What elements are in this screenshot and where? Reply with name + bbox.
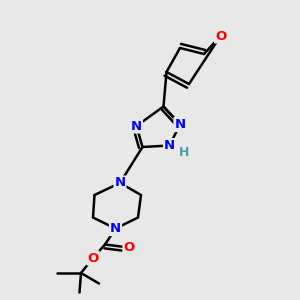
- Text: N: N: [174, 118, 186, 131]
- Text: H: H: [179, 146, 190, 160]
- Text: N: N: [110, 222, 121, 235]
- Text: O: O: [123, 241, 135, 254]
- Text: O: O: [215, 29, 226, 43]
- Text: N: N: [164, 139, 175, 152]
- Text: N: N: [131, 119, 142, 133]
- Text: O: O: [87, 251, 99, 265]
- Text: N: N: [114, 176, 126, 190]
